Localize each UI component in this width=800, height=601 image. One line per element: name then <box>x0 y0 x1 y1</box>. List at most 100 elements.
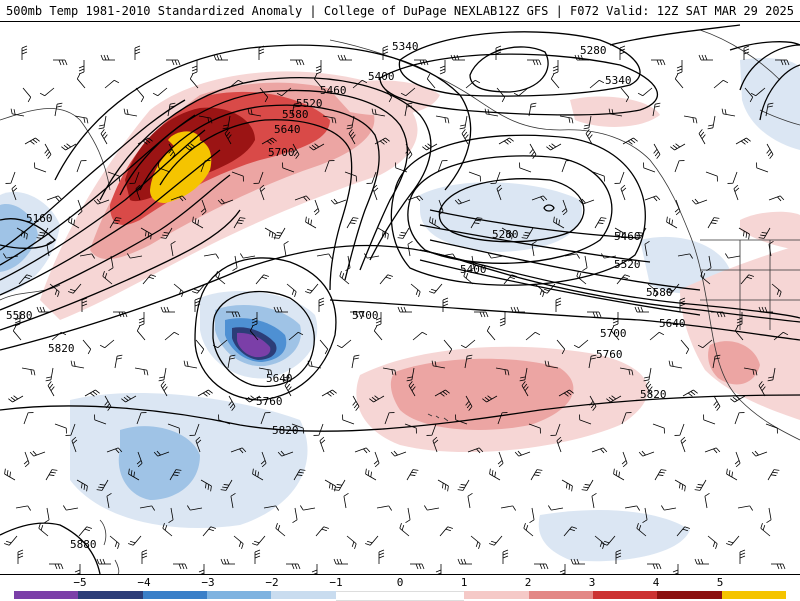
wind-barb <box>192 283 206 294</box>
wind-barb <box>622 137 638 145</box>
wind-barb <box>726 535 740 546</box>
wind-barb <box>744 87 754 103</box>
contour-ridge-arc-3 <box>139 104 380 281</box>
wind-barb <box>140 227 152 240</box>
wind-barb <box>337 54 352 61</box>
wind-barb <box>233 217 246 229</box>
wind-barb <box>672 564 679 574</box>
colorbar-tick: 4 <box>652 576 660 589</box>
wind-barb <box>726 468 738 481</box>
wind-barb <box>502 549 509 564</box>
wind-barb <box>21 367 36 376</box>
wind-barb <box>5 171 16 184</box>
wind-barb <box>3 253 19 259</box>
wind-barb <box>737 505 753 511</box>
wind-barb <box>352 79 368 89</box>
wind-barb <box>167 423 180 434</box>
wind-barb <box>173 563 188 570</box>
wind-barb <box>249 325 259 341</box>
wind-barb <box>694 558 709 565</box>
wind-barb <box>195 436 202 453</box>
contour-ridge-arc-1 <box>99 77 432 261</box>
wind-barb <box>230 493 236 509</box>
wind-barb <box>158 162 171 173</box>
contour-label: 5280 <box>580 44 607 57</box>
wind-barb <box>550 423 561 436</box>
wind-barb <box>114 354 123 369</box>
wind-barb <box>738 227 750 240</box>
wind-barb <box>128 468 140 481</box>
wind-barb <box>544 360 559 369</box>
wind-barb <box>488 253 504 259</box>
wind-barb <box>768 241 774 257</box>
wind-barb <box>74 115 89 124</box>
wind-barb <box>674 479 686 492</box>
wind-barb <box>529 143 537 159</box>
wind-barb <box>521 227 534 239</box>
wind-barb <box>106 447 123 454</box>
wind-barb <box>374 137 390 145</box>
wind-barb <box>574 54 589 61</box>
wind-barb <box>500 505 516 511</box>
contour-ridge-arc-2 <box>119 89 408 271</box>
wind-barb <box>482 395 498 403</box>
wind-barb <box>474 311 489 318</box>
wind-barb <box>38 523 49 537</box>
wind-barb <box>313 423 324 436</box>
wind-barb <box>519 162 532 173</box>
anomaly-neg-sw-2 <box>118 426 200 500</box>
wind-barb <box>127 253 143 259</box>
wind-barb <box>734 412 745 425</box>
wind-barb <box>192 216 204 229</box>
wind-barb <box>384 412 395 425</box>
contour-label: 5580 <box>6 309 33 322</box>
wind-barb <box>527 59 542 66</box>
wind-barb <box>15 505 31 511</box>
wind-barb <box>647 563 662 570</box>
wind-barb <box>652 423 665 434</box>
wind-barb <box>668 360 683 369</box>
wind-barb <box>467 493 473 509</box>
wind-barb <box>94 414 107 425</box>
wind-barb <box>102 271 113 285</box>
wind-barb <box>531 195 548 202</box>
height-contours <box>0 24 800 574</box>
wind-barb <box>142 274 156 285</box>
wind-barb <box>564 253 580 259</box>
wind-barb <box>100 129 108 145</box>
wind-barb <box>682 389 698 397</box>
anomaly-colorbar: −5 −4 −3 −2 −1 0 1 2 3 4 5 <box>0 574 800 601</box>
wind-barb <box>528 102 537 117</box>
wind-barb <box>39 87 55 97</box>
wind-barb <box>771 283 782 297</box>
anomaly-pos-coast-2 <box>708 341 760 385</box>
wind-barb <box>198 115 213 124</box>
wind-barb <box>45 367 54 382</box>
contour-label: 5340 <box>392 40 419 53</box>
contour-label: 5340 <box>605 74 632 87</box>
wind-barb <box>459 115 468 130</box>
wind-barb <box>432 436 439 453</box>
wind-barb <box>578 198 595 205</box>
wind-barb <box>185 143 201 151</box>
wind-barb <box>704 493 710 509</box>
wind-barb <box>620 87 630 103</box>
contour-5460 <box>0 99 641 251</box>
wind-barb <box>319 339 329 355</box>
contour-label: 5280 <box>492 228 519 241</box>
wind-barb <box>292 143 300 159</box>
wind-barb <box>435 115 450 124</box>
wind-barb <box>556 436 563 453</box>
wind-barb <box>128 535 142 546</box>
wind-barb <box>703 414 716 425</box>
wind-barb <box>109 535 120 549</box>
wind-barb <box>365 535 379 546</box>
wind-barb <box>200 199 207 216</box>
wind-barb <box>318 297 325 312</box>
contour-label: 5820 <box>272 424 299 437</box>
wind-barb <box>450 54 465 61</box>
wind-barb <box>68 283 82 294</box>
wind-barb <box>674 199 681 216</box>
wind-barb <box>734 325 744 341</box>
wind-barb <box>273 306 288 313</box>
